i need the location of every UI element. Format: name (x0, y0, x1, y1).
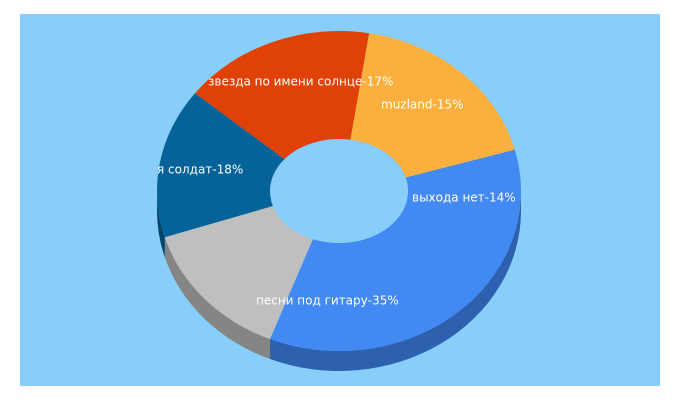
slice-label-songs-guitar: песни под гитару-35% (256, 294, 399, 308)
slice-label-ya-soldat: я солдат-18% (157, 163, 243, 177)
slice-labels: песни под гитару-35% выхода нет-14% muzl… (157, 75, 516, 308)
slice-0 (270, 149, 521, 352)
slice-label-muzland: muzland-15% (381, 98, 464, 112)
slice-2 (157, 93, 285, 238)
slice-1 (164, 206, 313, 340)
slice-label-vykhoda-net: выхода нет-14% (412, 191, 516, 205)
slice-side-0 (270, 191, 521, 372)
slice-side-1 (164, 237, 271, 360)
slice-label-zvezda: звезда по имени солнце-17% (208, 75, 393, 89)
donut-slices (157, 30, 521, 352)
slice-3 (195, 30, 370, 160)
slice-4 (350, 33, 515, 178)
slice-side-2 (157, 191, 165, 258)
donut-hole (270, 139, 408, 243)
